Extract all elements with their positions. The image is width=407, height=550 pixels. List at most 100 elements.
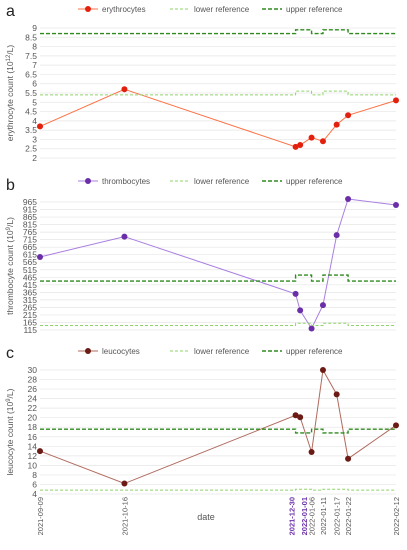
x-tick-label: 2022-01-22 [344,497,353,535]
y-tick-label: 415 [23,280,37,290]
y-tick-label: 7 [32,60,37,70]
y-tick-label: 465 [23,272,37,282]
x-axis-label: date [197,512,215,522]
y-tick-label: 4 [32,489,37,499]
series-line [39,368,397,485]
series-line [39,88,397,148]
y-tick-label: 16 [28,432,38,442]
y-tick-label: 18 [28,422,38,432]
x-tick-label: 2022-01-11 [319,497,328,535]
y-tick-label: 14 [28,441,38,451]
x-tick-label: 2021-10-16 [120,497,129,535]
y-tick-label: 24 [28,394,38,404]
series-line [40,322,396,326]
y-tick-label: 4 [32,116,37,126]
y-tick-label: 715 [23,235,37,245]
legend-label: upper reference [286,5,343,14]
y-tick-label: 20 [28,413,38,423]
x-axis: 2021-09-09 2021-10-16 2021-12-30 2022-01-01… [36,497,401,535]
y-tick-label: 8.5 [25,32,37,42]
series-erythrocytes [37,86,399,150]
y-tick-label: 815 [23,220,37,230]
y-tick-label: 6 [32,79,37,89]
y-tick-label: 765 [23,227,37,237]
series-line [40,90,396,96]
y-tick-label: 6.5 [25,69,37,79]
y-tick-label: 615 [23,250,37,260]
series-line [40,488,396,491]
data-point [308,325,315,332]
data-point [345,112,352,119]
y-tick-label: 30 [28,365,38,375]
y-tick-label: 26 [28,384,38,394]
data-point [319,302,326,309]
y-tick-label: 115 [23,325,37,335]
y-tick-label: 10 [28,460,38,470]
data-point [121,86,128,93]
data-point [297,142,304,148]
data-point [319,367,326,373]
legend-label: upper reference [286,347,343,356]
series-line [39,198,397,330]
y-tick-label: 515 [23,265,37,275]
y-tick-label: 665 [23,242,37,252]
data-point [333,391,340,398]
data-point [345,455,352,462]
legend-label: lower reference [194,347,250,356]
y-tick-label: 12 [28,451,38,461]
x-tick-label: 2021-12-30 [288,497,297,535]
panel-letter-a: a [6,3,15,20]
series-lower-reference [40,322,396,326]
series-line [40,428,396,434]
series-upper-reference [40,274,396,282]
x-tick-label: 2022-01-17 [333,497,342,535]
data-point [393,202,399,209]
legend: thrombocytes lower reference upper referen… [78,177,343,186]
data-point [37,253,43,260]
y-tick-label: 4.5 [25,107,37,117]
y-tick-label: 8 [32,470,37,480]
data-point [292,290,299,297]
legend-label: lower reference [194,5,250,14]
data-point [319,138,326,145]
data-point [292,143,299,150]
y-tick-label: 215 [23,310,37,320]
y-tick-label: 22 [28,403,38,413]
y-tick-label: 3 [32,134,37,144]
data-point [393,422,399,429]
x-tick-label: 2022-01-06 [308,497,317,535]
y-axis-label: leucocyte count (109/L) [5,388,15,475]
data-point [308,449,315,456]
data-point [121,480,128,487]
data-point [37,448,43,455]
y-tick-label: 7.5 [25,51,37,61]
y-tick-label: 265 [23,302,37,312]
y-tick-label: 2 [32,153,37,163]
y-tick-label: 5.5 [25,88,37,98]
data-point [297,414,304,421]
data-point [121,233,128,240]
y-tick-label: 365 [23,287,37,297]
series-leucocytes [37,367,399,487]
data-point [333,121,340,128]
y-axis-label: thrombocyte count (109/L) [5,217,15,315]
y-tick-label: 2.5 [25,144,37,154]
y-axis-label: erythrocyte count (1012/L) [5,45,15,142]
y-tick-label: 6 [32,479,37,489]
y-tick-label: 9 [32,23,37,33]
legend-marker [85,6,91,12]
y-tick-label: 5 [32,97,37,107]
y-tick-label: 8 [32,42,37,52]
y-tick-label: 28 [28,375,38,385]
y-tick-label: 315 [23,295,37,305]
legend: leucocytes lower reference upper reference [78,347,343,356]
series-thrombocytes [37,195,399,332]
y-tick-label: 3.5 [25,125,37,135]
y-tick-label: 965 [23,197,37,207]
legend-marker [85,178,91,184]
panel-letter-b: b [6,177,15,194]
panel-b: b 115165215265315365415465515565615665715… [5,177,399,335]
data-point [297,307,304,314]
